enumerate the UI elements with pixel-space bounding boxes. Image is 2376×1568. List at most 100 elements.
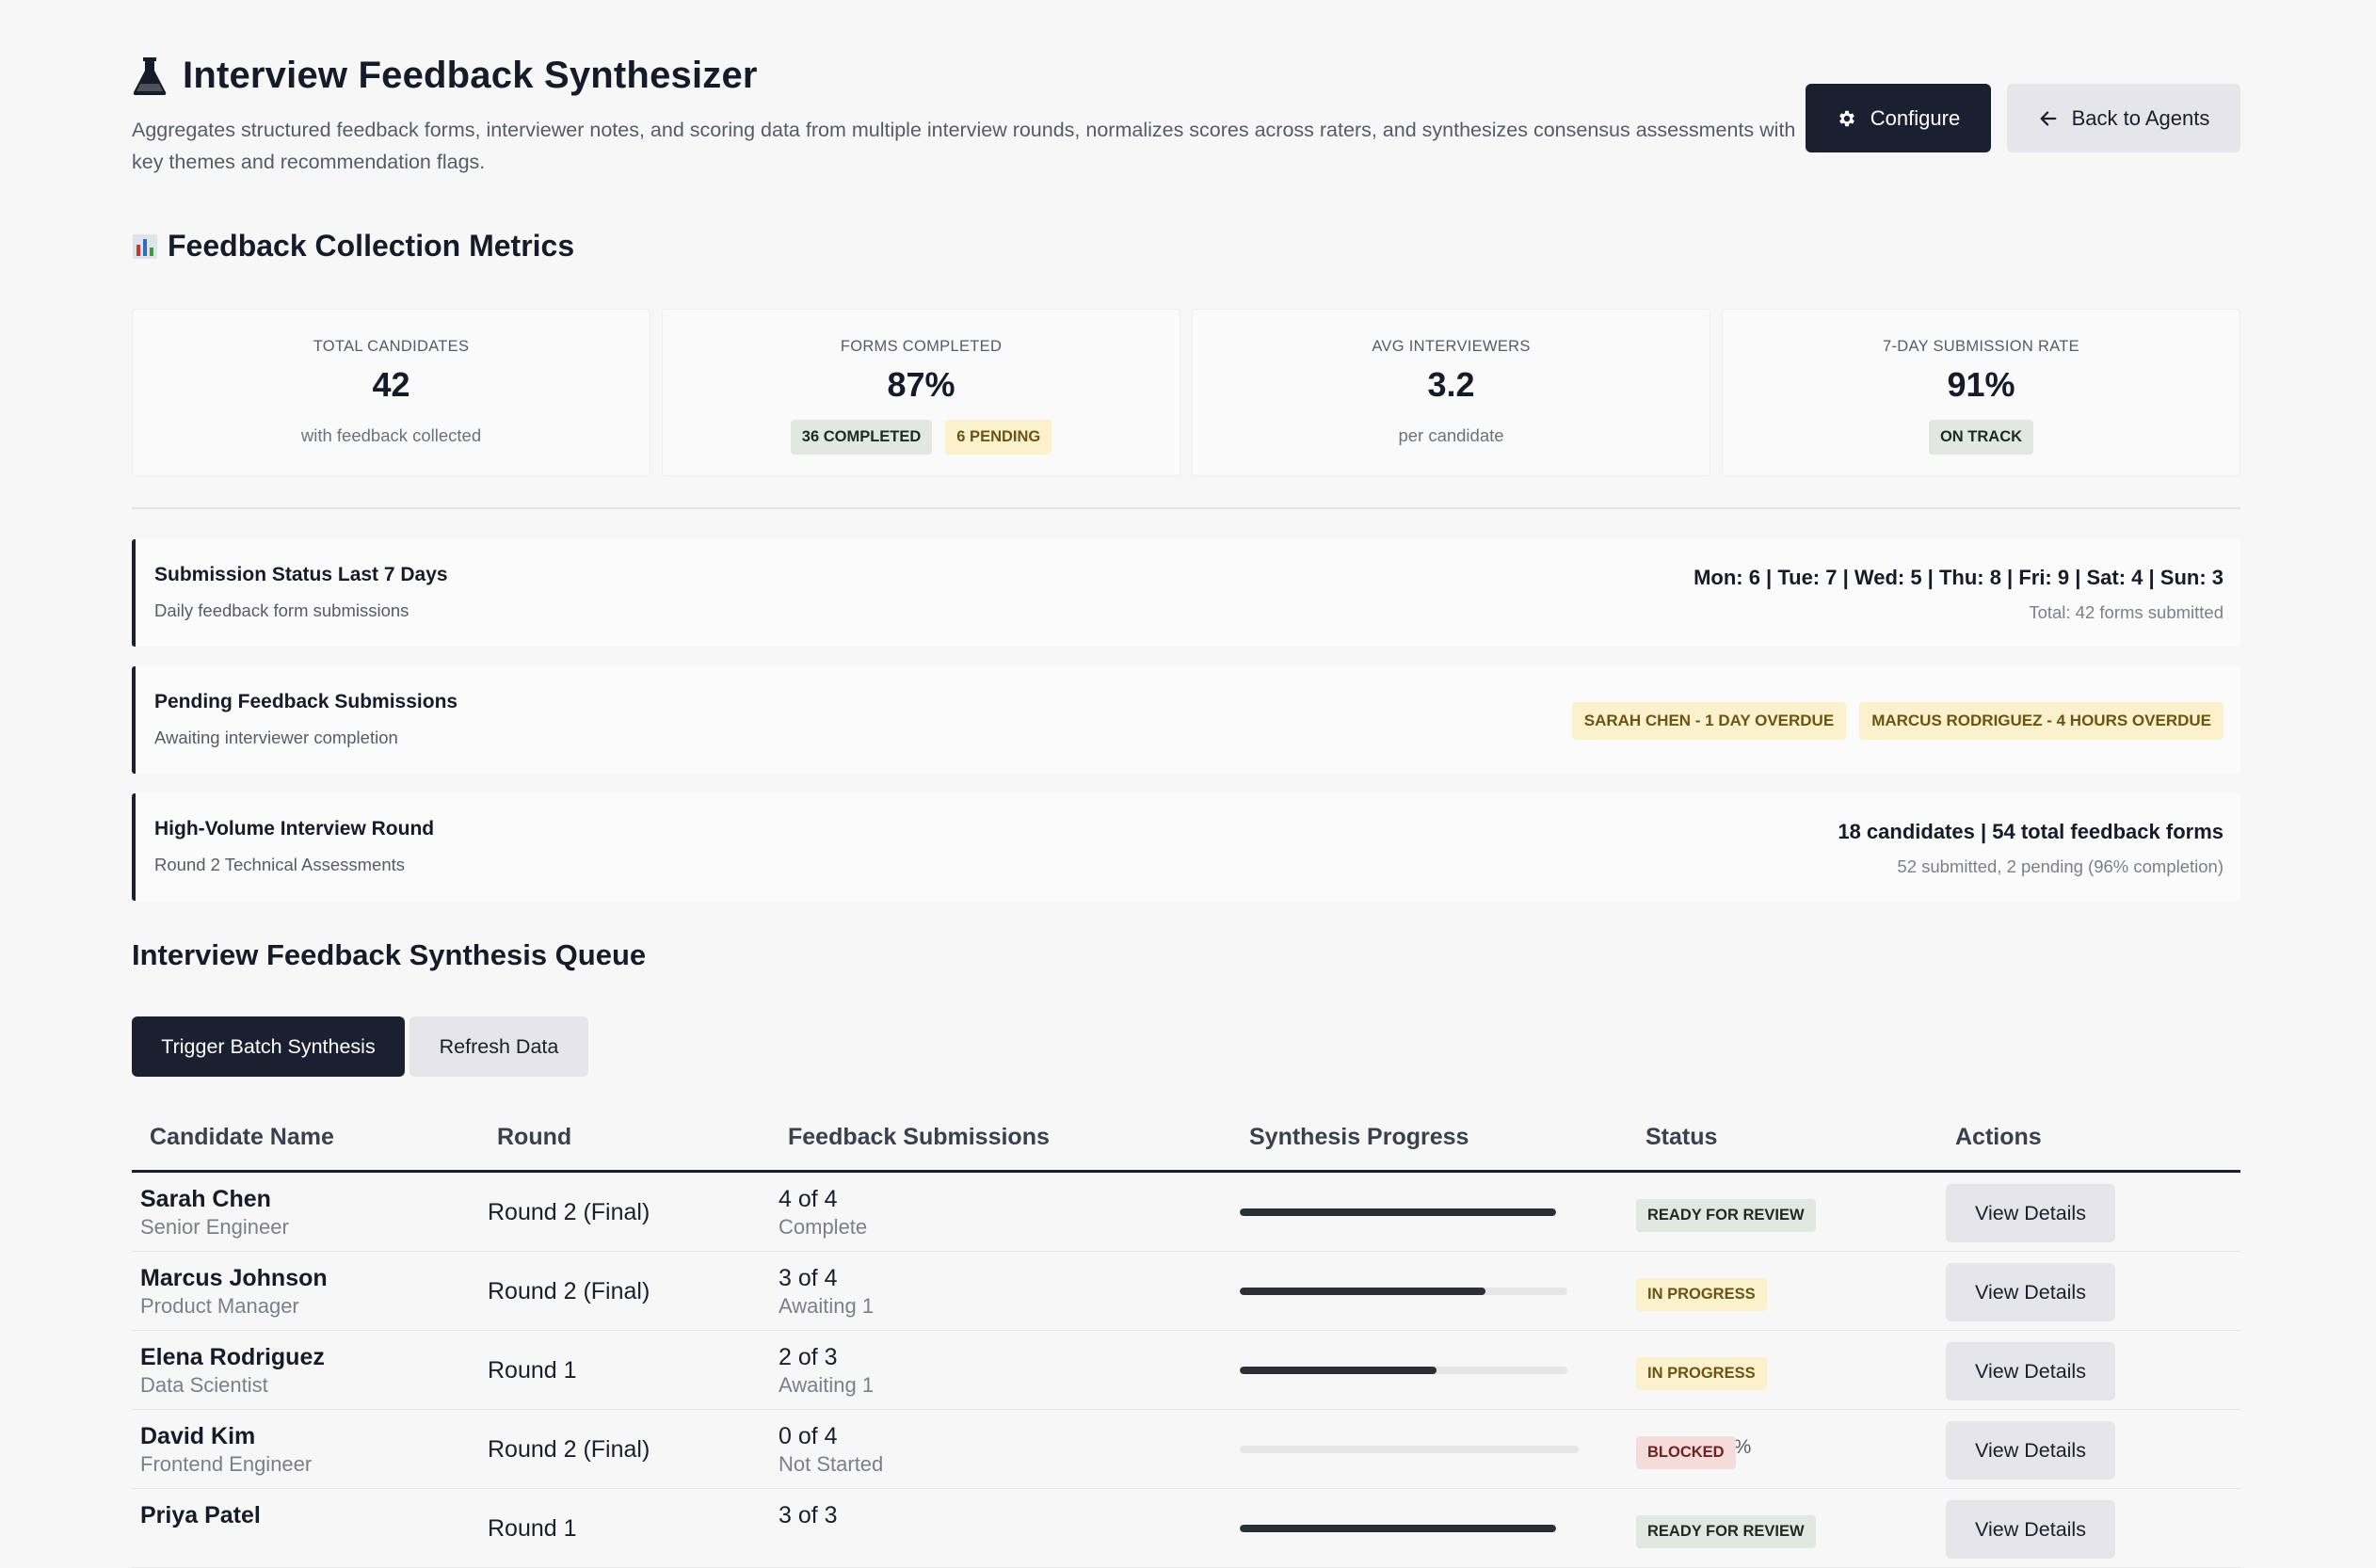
- on-track-badge: On Track: [1928, 420, 2034, 455]
- section-divider: [132, 507, 2240, 509]
- configure-button[interactable]: Configure: [1806, 84, 1991, 152]
- table-row: Elena Rodriguez Data Scientist Round 1 2 of…: [132, 1331, 2240, 1410]
- page-header: Interview Feedback Synthesizer Aggregate…: [132, 0, 2240, 188]
- metric-value: 87%: [887, 365, 955, 404]
- back-to-agents-button[interactable]: Back to Agents: [2007, 84, 2240, 152]
- metric-badges: On Track: [1928, 420, 2034, 455]
- interview-round: Round 2 (Final): [488, 1436, 650, 1463]
- page-description: Aggregates structured feedback forms, in…: [132, 119, 1796, 173]
- progress-bar: [1240, 1288, 1567, 1295]
- info-subtitle: Daily feedback form submissions: [154, 600, 409, 620]
- progress-bar: [1240, 1367, 1567, 1374]
- metric-card-total-candidates: Total Candidates 42 with feedback collec…: [132, 309, 650, 476]
- metric-value: 42: [372, 365, 410, 404]
- progress-bar: [1240, 1446, 1579, 1453]
- candidate-role: Product Manager: [140, 1294, 299, 1318]
- feedback-status: Complete: [779, 1215, 868, 1239]
- column-header-candidate: Candidate Name: [150, 1124, 334, 1150]
- page-title: Interview Feedback Synthesizer: [183, 55, 758, 96]
- feedback-status: Not Started: [779, 1452, 884, 1476]
- metric-value: 3.2: [1427, 365, 1475, 404]
- arrow-left-icon: [2040, 110, 2057, 126]
- feedback-status: Awaiting 1: [779, 1373, 875, 1397]
- table-body: Sarah Chen Senior Engineer Round 2 (Final)…: [132, 1173, 2240, 1568]
- feedback-count: 3 of 3: [779, 1502, 838, 1528]
- page: Interview Feedback Synthesizer Aggregate…: [132, 0, 2240, 1568]
- view-details-button[interactable]: View Details: [1946, 1184, 2115, 1242]
- high-volume-round-row: High-Volume Interview Round Round 2 Tech…: [132, 793, 2240, 901]
- progress-bar-fill: [1240, 1288, 1485, 1295]
- table-row: David Kim Frontend Engineer Round 2 (Final…: [132, 1410, 2240, 1489]
- table-row: Marcus Johnson Product Manager Round 2 (Fi…: [132, 1252, 2240, 1331]
- flask-icon: [133, 56, 167, 95]
- metrics-grid: Total Candidates 42 with feedback collec…: [132, 309, 2240, 476]
- metric-label: Forms Completed: [840, 338, 1003, 355]
- metrics-section-title: Feedback Collection Metrics: [132, 229, 574, 264]
- metric-label: 7-Day Submission Rate: [1883, 338, 2079, 355]
- back-label: Back to Agents: [2071, 105, 2210, 130]
- info-title: High-Volume Interview Round: [154, 818, 435, 840]
- metric-card-forms-completed: Forms Completed 87% 36 Completed 6 Pendi…: [662, 309, 1180, 476]
- candidate-name: David Kim: [140, 1423, 256, 1449]
- interview-round: Round 1: [488, 1357, 577, 1384]
- table-header: Candidate Name Round Feedback Submission…: [132, 1103, 2240, 1173]
- column-header-round: Round: [497, 1124, 572, 1150]
- info-title: Pending Feedback Submissions: [154, 691, 458, 712]
- info-subtitle: Round 2 Technical Assessments: [154, 855, 406, 874]
- submission-status-row: Submission Status Last 7 Days Daily feed…: [132, 539, 2240, 647]
- overdue-badges: Sarah Chen - 1 Day Overdue Marcus Rodrig…: [1571, 702, 2223, 740]
- pending-feedback-row: Pending Feedback Submissions Awaiting in…: [132, 666, 2240, 774]
- progress-bar: [1240, 1208, 1556, 1216]
- title-row: Interview Feedback Synthesizer: [132, 55, 758, 97]
- synthesis-queue-table: Candidate Name Round Feedback Submission…: [132, 1103, 2240, 1568]
- feedback-count: 0 of 4: [779, 1423, 838, 1449]
- feedback-count: 2 of 3: [779, 1344, 838, 1370]
- interview-round: Round 1: [488, 1515, 577, 1542]
- view-details-button[interactable]: View Details: [1946, 1500, 2115, 1559]
- column-header-actions: Actions: [1955, 1124, 2042, 1150]
- table-row: Sarah Chen Senior Engineer Round 2 (Final)…: [132, 1173, 2240, 1252]
- candidate-role: Data Scientist: [140, 1373, 268, 1397]
- feedback-status: Awaiting 1: [779, 1294, 875, 1318]
- status-badge: In Progress: [1636, 1357, 1767, 1390]
- status-badge: Ready for Review: [1636, 1515, 1816, 1548]
- queue-title: Interview Feedback Synthesis Queue: [132, 938, 647, 971]
- candidate-role: Frontend Engineer: [140, 1452, 313, 1476]
- overdue-badge: Marcus Rodriguez - 4 Hours Overdue: [1859, 702, 2223, 740]
- column-header-progress: Synthesis Progress: [1249, 1124, 1469, 1150]
- candidate-name: Marcus Johnson: [140, 1265, 328, 1291]
- column-header-feedback: Feedback Submissions: [788, 1124, 1050, 1150]
- progress-bar: [1240, 1525, 1556, 1532]
- completed-badge: 36 Completed: [790, 420, 933, 455]
- candidate-name: Sarah Chen: [140, 1186, 271, 1212]
- feedback-count: 4 of 4: [779, 1186, 838, 1212]
- trigger-batch-synthesis-button[interactable]: Trigger Batch Synthesis: [132, 1016, 405, 1077]
- metric-card-avg-interviewers: Avg Interviewers 3.2 per candidate: [1192, 309, 1710, 476]
- column-header-status: Status: [1646, 1124, 1718, 1150]
- bar-chart-icon: [133, 233, 157, 259]
- progress-bar-fill: [1240, 1525, 1556, 1532]
- interview-round: Round 2 (Final): [488, 1199, 650, 1225]
- overdue-badge: Sarah Chen - 1 Day Overdue: [1571, 702, 1847, 740]
- view-details-button[interactable]: View Details: [1946, 1263, 2115, 1321]
- metric-badges: 36 Completed 6 Pending: [790, 420, 1052, 455]
- submission-total: Total: 42 forms submitted: [2029, 602, 2223, 622]
- metric-card-submission-rate: 7-Day Submission Rate 91% On Track: [1722, 309, 2240, 476]
- status-badge: Ready for Review: [1636, 1199, 1816, 1232]
- metric-sub: per candidate: [1398, 425, 1504, 445]
- progress-bar-fill: [1240, 1208, 1556, 1216]
- metric-label: Total Candidates: [313, 338, 470, 355]
- view-details-button[interactable]: View Details: [1946, 1342, 2115, 1400]
- gear-icon: [1838, 110, 1854, 126]
- metrics-title-text: Feedback Collection Metrics: [168, 229, 575, 263]
- status-badge: Blocked: [1636, 1436, 1736, 1469]
- candidate-name: Elena Rodriguez: [140, 1344, 325, 1370]
- interview-round: Round 2 (Final): [488, 1278, 650, 1304]
- candidate-role: Senior Engineer: [140, 1215, 289, 1239]
- refresh-data-button[interactable]: Refresh Data: [409, 1016, 588, 1077]
- daily-submission-counts: Mon: 6 | Tue: 7 | Wed: 5 | Thu: 8 | Fri:…: [1694, 566, 2223, 589]
- round-completion-detail: 52 submitted, 2 pending (96% completion): [1897, 856, 2223, 876]
- view-details-button[interactable]: View Details: [1946, 1421, 2115, 1480]
- metric-sub: with feedback collected: [300, 425, 482, 445]
